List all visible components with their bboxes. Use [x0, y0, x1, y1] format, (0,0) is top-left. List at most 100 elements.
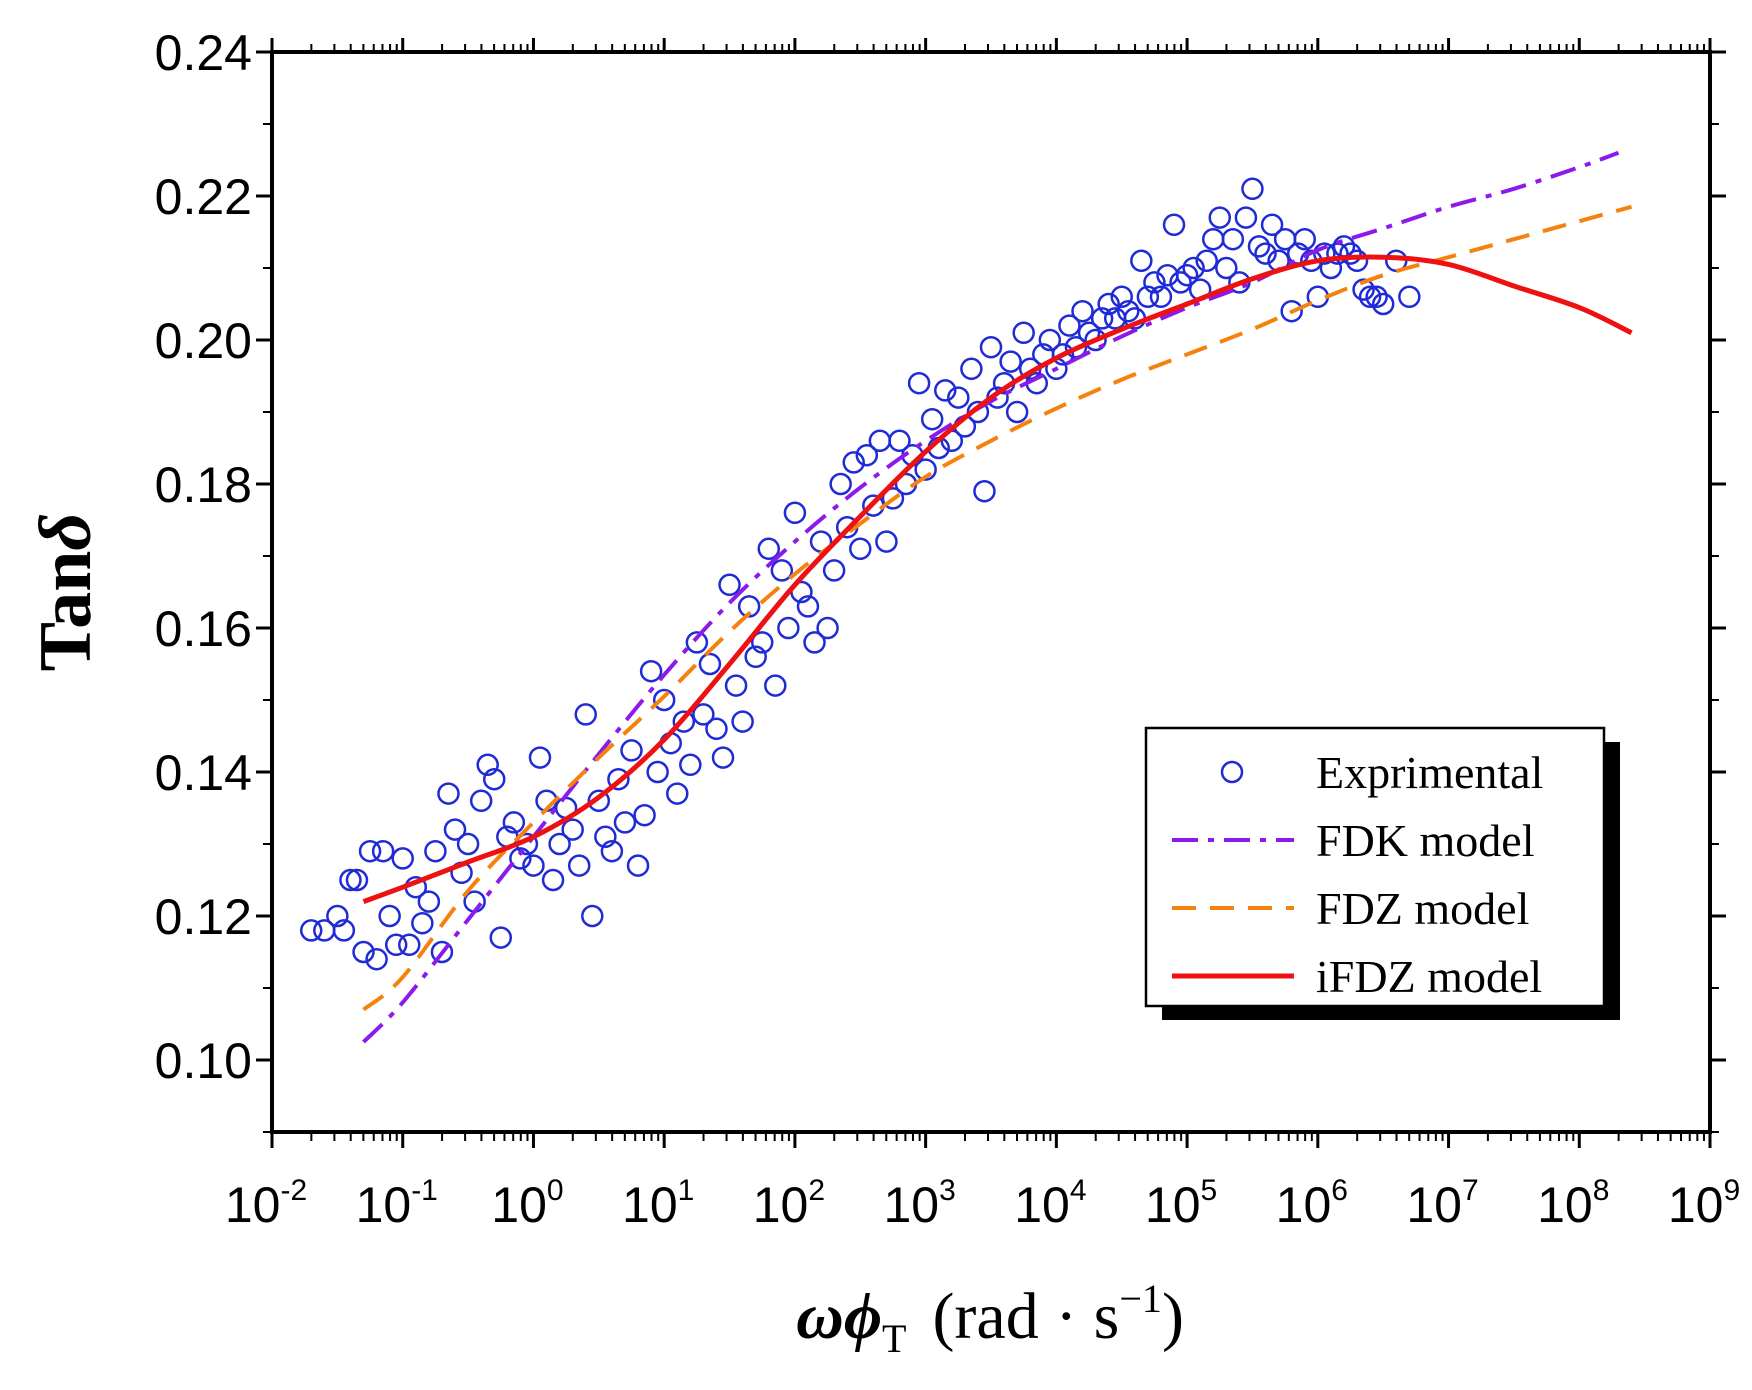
- experimental-point: [1234, 206, 1258, 229]
- experimental-point: [685, 631, 709, 654]
- experimental-point: [672, 710, 696, 733]
- experimental-point: [443, 818, 467, 841]
- experimental-point: [1339, 242, 1362, 265]
- experimental-point: [567, 854, 591, 877]
- experimental-point: [1038, 328, 1062, 352]
- experimental-point: [600, 839, 624, 863]
- experimental-point: [829, 472, 852, 496]
- x-tick-label: 10-1: [356, 1174, 438, 1233]
- experimental-point: [822, 559, 846, 582]
- y-tick-label: 0.14: [155, 745, 252, 801]
- experimental-point: [803, 631, 826, 654]
- experimental-point: [437, 782, 460, 805]
- experimental-point: [875, 530, 898, 553]
- experimental-point: [868, 429, 892, 453]
- x-tick-label: 107: [1406, 1174, 1478, 1233]
- x-tick-label: 106: [1276, 1174, 1348, 1233]
- experimental-point: [339, 868, 362, 892]
- experimental-point: [1117, 299, 1140, 323]
- y-tick-label: 0.16: [155, 601, 252, 657]
- experimental-point: [1071, 299, 1094, 323]
- experimental-point: [724, 674, 748, 697]
- experimental-point: [999, 350, 1022, 373]
- experimental-point: [1358, 285, 1382, 309]
- experimental-point: [469, 789, 493, 813]
- y-tick-label: 0.24: [155, 25, 252, 81]
- y-tick-label: 0.22: [155, 169, 252, 225]
- experimental-point: [430, 940, 454, 964]
- experimental-point: [639, 659, 663, 683]
- experimental-point: [1260, 213, 1284, 237]
- model-curves: [362, 150, 1633, 1044]
- experimental-point: [332, 919, 356, 942]
- experimental-point: [1241, 177, 1264, 201]
- x-tick-label: 104: [1014, 1174, 1086, 1233]
- experimental-point: [1175, 263, 1199, 287]
- legend-marker-exp: [1220, 760, 1244, 784]
- experimental-point: [489, 926, 513, 949]
- experimental-point: [750, 631, 774, 654]
- experimental-point: [1058, 314, 1081, 337]
- experimental-point: [1195, 249, 1218, 273]
- experimental-point: [711, 746, 735, 769]
- experimental-point: [613, 811, 637, 834]
- experimental-point: [365, 947, 388, 971]
- experimental-point: [646, 760, 669, 784]
- x-axis-title-omega: ω: [796, 1280, 844, 1353]
- experimental-point: [371, 839, 395, 863]
- experimental-point: [1097, 292, 1120, 316]
- experimental-point: [666, 782, 689, 805]
- experimental-point: [1398, 285, 1421, 309]
- experimental-point: [679, 753, 702, 777]
- x-axis-title-exp: −1: [1119, 1276, 1162, 1321]
- experimental-point: [1201, 227, 1225, 251]
- y-axis-title-main: Tan: [25, 551, 107, 672]
- x-tick-label: 109: [1668, 1174, 1740, 1233]
- x-axis-title-phi: ϕ: [844, 1280, 882, 1353]
- experimental-point: [587, 789, 611, 813]
- fdz-curve: [362, 204, 1633, 1012]
- experimental-point: [933, 379, 957, 402]
- experimental-point: [548, 832, 571, 856]
- experimental-point: [1215, 256, 1238, 280]
- experimental-point: [979, 335, 1003, 359]
- x-tick-label: 103: [883, 1174, 955, 1233]
- ifdz-curve: [362, 254, 1633, 904]
- experimental-point: [1293, 227, 1316, 251]
- legend-label-fdz: FDZ model: [1316, 883, 1529, 934]
- experimental-point: [1012, 321, 1035, 345]
- experimental-point: [1221, 227, 1245, 251]
- experimental-point: [652, 688, 676, 712]
- experimental-point: [907, 371, 931, 395]
- experimental-point: [1110, 285, 1133, 309]
- experimental-point: [783, 501, 807, 525]
- experimental-point: [764, 674, 787, 697]
- experimental-point: [1005, 400, 1029, 424]
- x-tick-label: 105: [1145, 1174, 1217, 1233]
- experimental-point: [607, 767, 630, 791]
- experimental-point: [424, 839, 447, 863]
- experimental-point: [528, 746, 552, 769]
- y-tick-labels: 0.10 0.12 0.14 0.16 0.18 0.20 0.22 0.24: [155, 25, 252, 1089]
- experimental-point: [398, 933, 421, 957]
- experimental-point: [1371, 292, 1395, 316]
- y-tick-label: 0.12: [155, 889, 252, 945]
- experimental-point: [1130, 249, 1153, 273]
- experimental-point: [705, 717, 728, 741]
- experimental-point: [855, 443, 879, 467]
- experimental-point: [352, 940, 375, 964]
- experimental-point: [358, 839, 382, 863]
- experimental-point: [522, 854, 545, 877]
- experimental-point: [456, 832, 480, 856]
- experimental-point: [411, 911, 434, 935]
- experimental-point: [417, 890, 441, 913]
- experimental-point: [770, 559, 794, 582]
- experimental-point: [1208, 206, 1232, 229]
- experimental-point: [1365, 285, 1388, 309]
- axis-ticks: [256, 38, 1726, 1148]
- experimental-point: [1149, 285, 1173, 309]
- x-axis-title-units: (rad · s: [932, 1280, 1119, 1353]
- x-axis-title-close: ): [1162, 1280, 1184, 1353]
- experimental-point: [960, 357, 983, 381]
- experimental-point: [1352, 278, 1375, 301]
